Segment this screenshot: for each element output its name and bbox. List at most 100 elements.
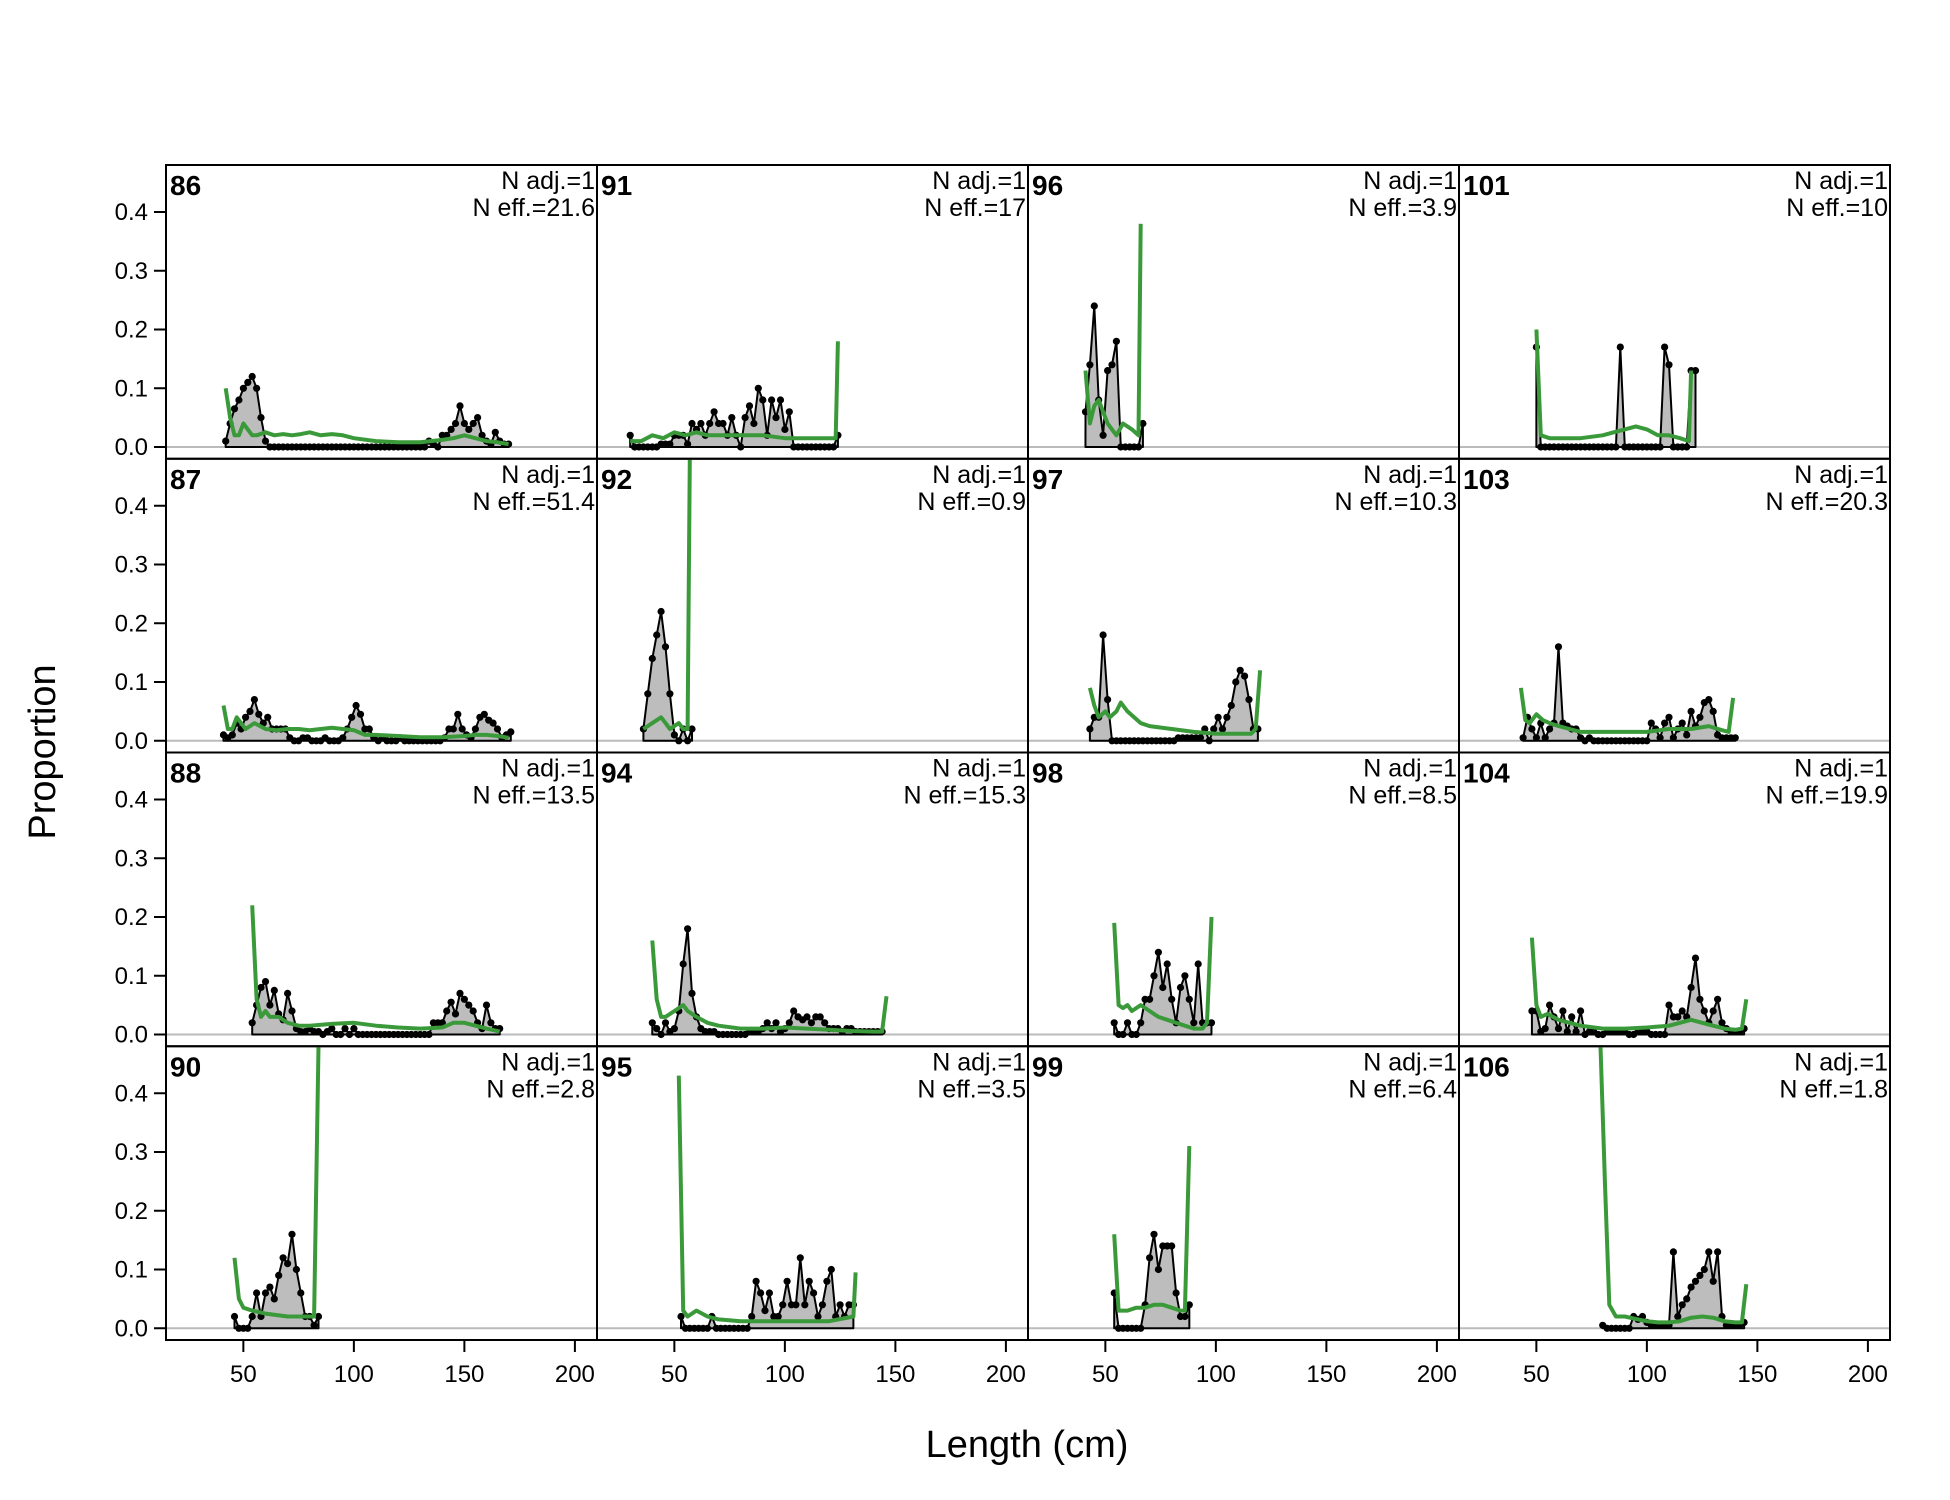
- n-adj-label: N adj.=1: [501, 755, 595, 783]
- panel-plot: [166, 1046, 597, 1332]
- observed-point: [421, 443, 429, 451]
- observed-point: [752, 1277, 760, 1285]
- observed-point: [1669, 1248, 1677, 1256]
- observed-point: [1241, 672, 1249, 680]
- observed-point: [1123, 1019, 1132, 1027]
- panel-92: 92 N adj.=1N eff.=0.9: [596, 457, 1029, 754]
- observed-point: [1559, 1007, 1567, 1015]
- expected-line: [250, 905, 501, 1034]
- observed-point: [1696, 995, 1704, 1003]
- observed-point: [460, 995, 468, 1003]
- observed-point: [761, 1307, 769, 1315]
- n-eff-label: N eff.=0.9: [917, 488, 1026, 516]
- observed-point: [719, 419, 727, 428]
- expected-line: [1598, 1046, 1749, 1325]
- n-eff-label: N eff.=2.8: [486, 1075, 595, 1103]
- expected-line: [1534, 329, 1694, 444]
- observed-point: [257, 414, 265, 422]
- observed-point: [1687, 983, 1695, 992]
- panel-plot: [166, 905, 597, 1039]
- observed-point: [679, 960, 687, 968]
- n-adj-label: N adj.=1: [1363, 167, 1457, 195]
- x-tick-label: 200: [555, 1361, 595, 1388]
- observed-point: [1541, 1025, 1549, 1033]
- panel-label: 87: [170, 464, 201, 495]
- y-tick-label: 0.3: [115, 552, 148, 579]
- panel-plot: [166, 372, 597, 451]
- observed-point: [648, 1019, 656, 1027]
- panel-94: 94 N adj.=1N eff.=15.3: [596, 751, 1029, 1048]
- observed-point: [1137, 1324, 1145, 1332]
- observed-point: [244, 1324, 252, 1332]
- observed-point: [1687, 707, 1695, 716]
- observed-point: [803, 1013, 811, 1021]
- panel-97: 97 N adj.=1N eff.=10.3: [1027, 457, 1460, 754]
- n-adj-label: N adj.=1: [501, 167, 595, 195]
- panel-label: 91: [601, 170, 632, 201]
- y-tick-label: 0.1: [115, 963, 148, 990]
- expected-line: [1087, 670, 1263, 736]
- observed-point: [288, 1230, 296, 1238]
- observed-point: [754, 384, 762, 392]
- observed-point: [339, 734, 347, 742]
- y-axis-title: Proportion: [22, 664, 64, 839]
- observed-point: [1612, 443, 1620, 451]
- y-tick-label: 0.2: [115, 317, 148, 344]
- y-tick-label: 0.4: [115, 199, 148, 226]
- observed-point: [255, 710, 263, 718]
- observed-point: [792, 1301, 800, 1309]
- panel-plot: [1459, 1046, 1890, 1332]
- observed-point: [1519, 734, 1527, 742]
- x-tick-label: 200: [1417, 1361, 1457, 1388]
- observed-point: [491, 428, 499, 436]
- observed-point: [648, 654, 656, 663]
- observed-point: [1168, 995, 1176, 1003]
- y-tick-label: 0.0: [115, 728, 148, 755]
- observed-point: [1218, 725, 1227, 733]
- n-eff-label: N eff.=15.3: [903, 782, 1026, 810]
- observed-point: [1150, 972, 1158, 980]
- observed-point: [805, 1277, 813, 1285]
- observed-point: [493, 725, 502, 733]
- panel-96: 96 N adj.=1N eff.=3.9: [1027, 164, 1460, 460]
- x-tick-label: 100: [334, 1361, 374, 1388]
- observed-point: [684, 925, 692, 933]
- observed-point: [228, 731, 236, 739]
- observed-area: [1088, 634, 1259, 742]
- observed-point: [469, 419, 477, 428]
- observed-point: [1705, 696, 1713, 704]
- panel-104: 104 N adj.=1N eff.=19.9: [1458, 751, 1891, 1048]
- observed-point: [288, 1007, 296, 1015]
- observed-point: [1214, 713, 1222, 721]
- observed-point: [1099, 631, 1107, 639]
- observed-point: [1678, 1007, 1686, 1015]
- observed-point: [1616, 343, 1624, 351]
- observed-point: [1104, 367, 1112, 375]
- observed-point: [250, 696, 258, 704]
- observed-point: [456, 989, 464, 998]
- n-adj-label: N adj.=1: [932, 1048, 1026, 1076]
- n-eff-label: N eff.=3.9: [1348, 194, 1457, 222]
- observed-point: [776, 396, 785, 404]
- n-adj-label: N adj.=1: [932, 755, 1026, 783]
- observed-point: [1150, 1230, 1158, 1238]
- observed-point: [253, 1289, 261, 1297]
- panel-label: 98: [1032, 758, 1063, 789]
- n-eff-label: N eff.=21.6: [472, 194, 595, 222]
- observed-point: [1683, 1295, 1691, 1303]
- observed-point: [772, 1019, 780, 1027]
- expected-line: [1112, 1146, 1192, 1313]
- panel-plot: [597, 925, 1028, 1039]
- observed-point: [458, 725, 466, 733]
- observed-point: [670, 731, 679, 739]
- observed-point: [1227, 701, 1235, 710]
- expected-line: [1112, 916, 1214, 1031]
- x-tick-label: 200: [986, 1361, 1026, 1388]
- panel-label: 101: [1463, 170, 1510, 201]
- expected-line: [642, 458, 692, 731]
- y-tick-label: 0.1: [115, 375, 148, 402]
- observed-point: [456, 402, 464, 410]
- y-tick-label: 0.4: [115, 493, 148, 520]
- observed-point: [253, 384, 261, 392]
- observed-point: [1674, 1312, 1682, 1321]
